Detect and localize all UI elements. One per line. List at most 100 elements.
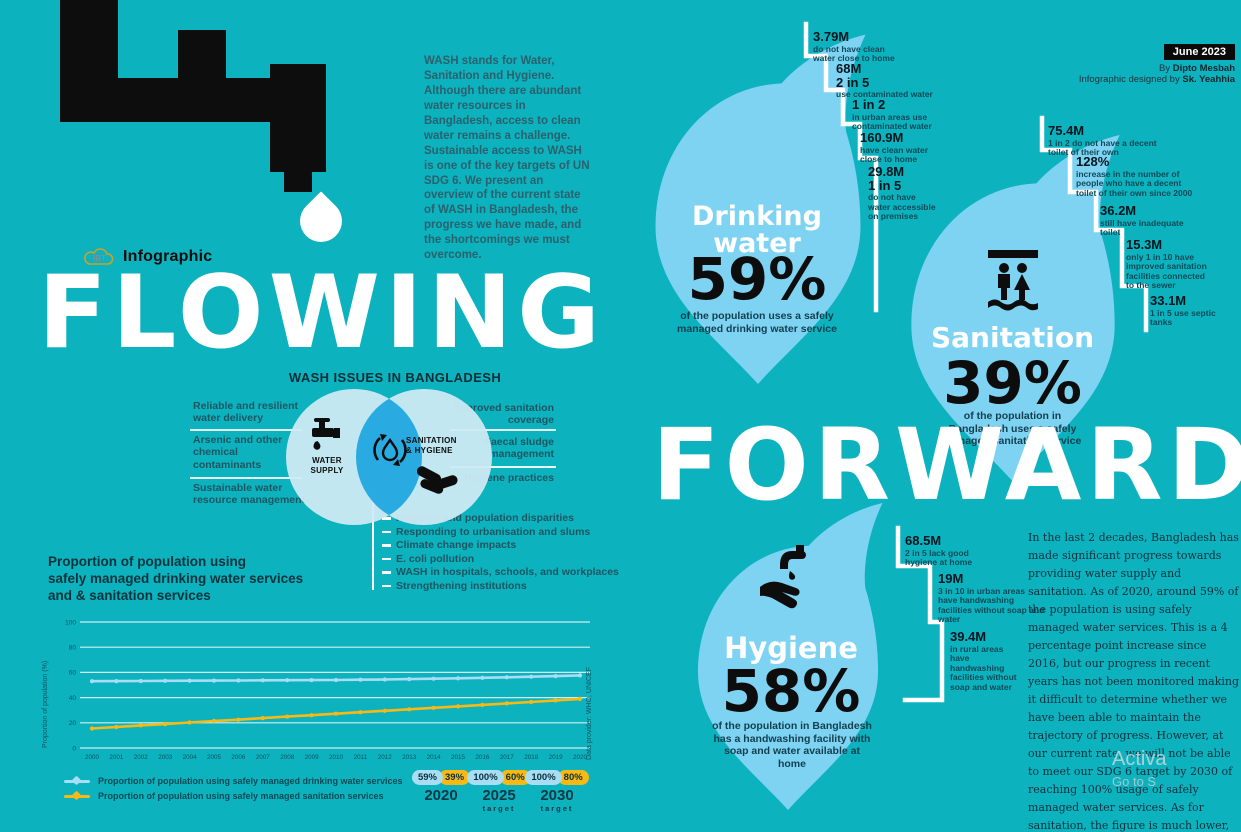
svg-text:0: 0 [72, 745, 76, 752]
svg-text:2015: 2015 [451, 754, 466, 761]
target-label: target [540, 804, 574, 813]
y-axis-label: Proportion of population (%) [42, 660, 49, 748]
svg-text:IBT: IBT [93, 254, 106, 263]
venn-circles [286, 389, 492, 525]
legend-sanitation-marker [64, 794, 90, 798]
target-year: 2030 [540, 787, 574, 804]
chart-source: Data provider: WHO, UNICEF [586, 667, 593, 760]
intro-paragraph: WASH stands for Water, Sanitation and Hy… [424, 55, 590, 262]
target-year: 2025 [482, 787, 516, 804]
designer-name: Sk. Yeahhia [1182, 74, 1235, 85]
trend-chart: 0 20 40 60 80 100 2000 2001 2002 2003 2004 2005 2006… [65, 619, 590, 761]
svg-text:2014: 2014 [427, 754, 442, 761]
drinking-water-drop [655, 34, 866, 385]
svg-text:2008: 2008 [280, 754, 295, 761]
water-pct-badge: 59% [411, 770, 443, 785]
svg-text:2005: 2005 [207, 754, 222, 761]
water-pct-badge: 100% [525, 770, 562, 785]
publication-meta: June 2023 By Dipto Mesbah Infographic de… [1079, 42, 1235, 85]
venn-left-item: Reliable and resilient water delivery [193, 400, 299, 425]
headline-forward: FORWARD [652, 408, 1241, 523]
list-item: Responding to urbanisation and slums [382, 526, 619, 540]
target-year: 2020 [424, 787, 458, 804]
stat-item: 15.3M only 1 in 10 have improved sanitat… [1126, 237, 1207, 291]
svg-text:2016: 2016 [475, 754, 490, 761]
svg-text:60: 60 [69, 670, 77, 677]
target-label: target [482, 804, 516, 813]
designer-prefix: Infographic designed by [1078, 74, 1180, 85]
svg-text:2018: 2018 [524, 754, 539, 761]
sanitation-pct: 39% [943, 349, 1082, 417]
watermark-line1: Activa [1112, 748, 1167, 770]
svg-text:100: 100 [65, 619, 76, 626]
divider [190, 429, 302, 431]
svg-text:2012: 2012 [378, 754, 393, 761]
list-item: WASH in hospitals, schools, and workplac… [382, 566, 619, 580]
venn-connector-line [372, 500, 374, 590]
venn-left-item: Arsenic and other chemical contaminants [193, 434, 283, 471]
venn-left-item: Sustainable water resource management [193, 482, 306, 507]
water-supply-label: WATER SUPPLY [310, 456, 344, 475]
sanitation-hygiene-label: SANITATION & HYGIENE [406, 436, 457, 455]
sanitation-title: Sanitation [930, 321, 1095, 354]
author-name: Dipto Mesbah [1172, 63, 1235, 74]
legend-sanitation-label: Proportion of population using safely ma… [98, 791, 384, 801]
stat-item: 75.4M 1 in 2 do not have a decent toilet… [1048, 123, 1157, 158]
washing-hands-icon [416, 466, 458, 494]
stat-item: 39.4M in rural areas have handwashing fa… [950, 629, 1017, 692]
stat-item: 128% increase in the number of people wh… [1076, 154, 1193, 198]
stat-item: 19M 3 in 10 in urban areas have handwash… [938, 571, 1045, 625]
stat-item: 3.79M do not have clean water close to h… [813, 29, 895, 64]
hygiene-title: Hygiene [724, 631, 858, 665]
faucet-icon [312, 418, 340, 450]
venn-title: WASH ISSUES IN BANGLADESH [288, 370, 502, 385]
target-2025: 100% 60% 2025 target [467, 770, 531, 813]
svg-text:40: 40 [69, 695, 77, 702]
svg-text:20: 20 [69, 720, 77, 727]
brand-label: Infographic [123, 248, 213, 265]
divider [450, 466, 556, 468]
stat-item: 68.5M 2 in 5 lack good hygiene at home [905, 533, 973, 568]
water-pct-badge: 100% [467, 770, 504, 785]
svg-text:2020: 2020 [573, 754, 588, 761]
sanitation-toilet-icon [988, 250, 1038, 311]
chart-legend: Proportion of population using safely ma… [64, 776, 403, 806]
svg-text:2004: 2004 [183, 754, 198, 761]
divider [450, 429, 556, 431]
stat-ladders [803, 21, 1149, 703]
target-2030: 100% 80% 2030 target [525, 770, 589, 813]
svg-text:80: 80 [69, 645, 77, 652]
brand-logo: IBT Infographic [84, 246, 212, 268]
handwashing-icon [760, 545, 806, 609]
hygiene-caption: of the population in Bangladesh has a ha… [712, 720, 872, 770]
headline-flowing: FLOWING [38, 253, 606, 371]
legend-water-label: Proportion of population using safely ma… [98, 776, 403, 786]
cloud-logo-icon: IBT [84, 248, 114, 265]
svg-text:2010: 2010 [329, 754, 344, 761]
drinking-water-title: Drinking water [692, 201, 822, 259]
list-item: Climate change impacts [382, 539, 619, 553]
closing-paragraph-wrap: In the last 2 decades, Bangladesh has ma… [1028, 528, 1241, 832]
sanitation-pct-badge: 39% [439, 770, 471, 785]
closing-paragraph: In the last 2 decades, Bangladesh has ma… [1028, 531, 1240, 832]
byline-prefix: By [1158, 63, 1171, 74]
sanitation-drop [911, 135, 1120, 482]
hygiene-drop [697, 503, 883, 811]
divider [190, 477, 302, 479]
sanitation-caption: of the population in Bangladesh uses a s… [943, 410, 1082, 448]
sanitation-pct-badge: 80% [557, 770, 589, 785]
svg-text:2011: 2011 [354, 754, 368, 761]
svg-text:2017: 2017 [500, 754, 515, 761]
stat-item: 29.8M 1 in 5 do not have water accessibl… [868, 164, 936, 222]
venn-right-item: Improved sanitation coverage [454, 402, 554, 427]
svg-text:2003: 2003 [158, 754, 173, 761]
svg-text:2001: 2001 [109, 754, 124, 761]
watermark-line2: Go to S [1112, 774, 1157, 789]
svg-text:2007: 2007 [256, 754, 271, 761]
svg-text:2006: 2006 [231, 754, 246, 761]
svg-text:2000: 2000 [85, 754, 100, 761]
hygiene-pct: 58% [721, 657, 861, 725]
svg-text:2009: 2009 [305, 754, 320, 761]
sanitation-pct-badge: 60% [499, 770, 531, 785]
venn-right-item: Faecal sludge management [484, 436, 554, 461]
